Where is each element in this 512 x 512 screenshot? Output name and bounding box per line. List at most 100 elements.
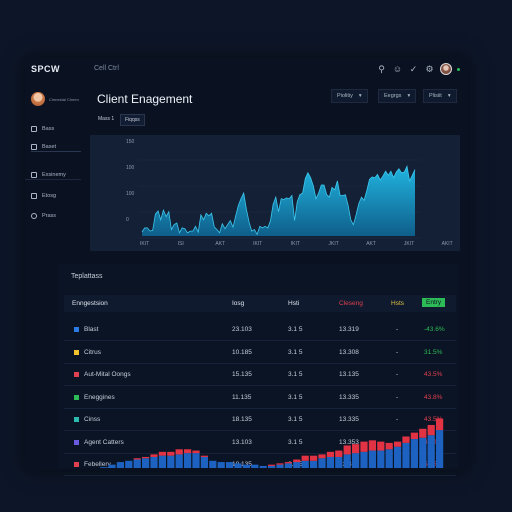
row-cell-c4: - bbox=[396, 371, 399, 378]
dropdown-3-label: Plisiit bbox=[429, 93, 442, 99]
table-row[interactable]: Aut-Mital Oongs 15.135 3.1 5 13.135 - 43.5% bbox=[64, 364, 456, 386]
row-cell-c1: 23.103 bbox=[232, 326, 252, 333]
col-header[interactable]: Enngestsion bbox=[72, 300, 108, 307]
x-tick-label: ISI bbox=[178, 241, 184, 247]
row-name: Cinss bbox=[84, 416, 101, 423]
row-cell-c4: - bbox=[396, 326, 399, 333]
row-cell-c5: 43.5% bbox=[424, 371, 443, 378]
dropdown-1[interactable]: Piolitiy ▾ bbox=[331, 89, 368, 103]
dropdown-2[interactable]: Eegrgs ▾ bbox=[378, 89, 417, 103]
user-avatar[interactable] bbox=[440, 63, 452, 75]
y-tick-label: 150 bbox=[126, 139, 135, 145]
row-cell-c3: 13.335 bbox=[339, 393, 359, 401]
col-header[interactable]: Iosg bbox=[232, 300, 245, 307]
x-tick-label: AKT bbox=[366, 241, 376, 247]
table-row[interactable]: Blast 23.103 3.1 5 13.319 - -43.6% bbox=[64, 319, 456, 341]
row-cell-c3: 13.313 bbox=[339, 461, 359, 468]
engagement-chart: 150 100 100 0 IKIT ISI AKT IKIT IKIT JKIT AKT JKIT A… bbox=[90, 135, 460, 251]
row-cell-c1: 18.135 bbox=[232, 461, 252, 468]
row-cell-c2: 3.1 5 bbox=[288, 393, 303, 401]
avatar bbox=[31, 92, 45, 106]
row-cell-c1: 13.103 bbox=[232, 438, 252, 446]
row-cell-c4: - bbox=[396, 393, 399, 401]
x-tick-label: IKIT bbox=[291, 241, 300, 247]
sidebar: Cirmestal Cheen Bass Baset Exsinemy Etos… bbox=[25, 84, 81, 234]
row-color-swatch bbox=[74, 372, 79, 377]
sidebar-item-chart[interactable]: Baset bbox=[31, 142, 81, 152]
row-name: Citrus bbox=[84, 348, 101, 356]
x-tick-label: AKT bbox=[215, 241, 225, 247]
top-bar: SPCW Cell Ctrl ⚲ ☺ ✓ ⚙ bbox=[25, 58, 468, 82]
row-cell-c3: 13.335 bbox=[339, 416, 359, 423]
app-logo: SPCW bbox=[31, 64, 60, 74]
row-cell-c5: 55.5% bbox=[424, 461, 443, 468]
series-line bbox=[141, 164, 416, 236]
user-icon[interactable]: ☺ bbox=[392, 63, 403, 74]
row-name: Agent Catters bbox=[84, 438, 124, 446]
row-cell-c2: 3.1 5 bbox=[288, 326, 303, 333]
sidebar-item-label: Etosg bbox=[42, 193, 57, 199]
row-color-swatch bbox=[74, 394, 79, 400]
app-window: SPCW Cell Ctrl ⚲ ☺ ✓ ⚙ Cirmestal Cheen B… bbox=[25, 58, 468, 476]
y-tick-label: 0 bbox=[126, 217, 129, 223]
y-tick-label: 100 bbox=[126, 165, 135, 171]
x-tick-label: AKIT bbox=[442, 241, 453, 247]
row-name: Blast bbox=[84, 326, 99, 333]
row-cell-c2: 3.1 5 bbox=[288, 348, 303, 356]
check-icon[interactable]: ✓ bbox=[409, 63, 418, 74]
table-row[interactable]: Eneggines 11.135 3.1 5 13.335 - 43.8% bbox=[64, 387, 456, 409]
sidebar-item-settings[interactable]: Etosg bbox=[31, 191, 81, 201]
row-name: Febellery bbox=[84, 461, 111, 468]
row-cell-c5: 43.8% bbox=[424, 393, 443, 401]
sidebar-divider bbox=[25, 179, 81, 180]
row-cell-c1: 11.135 bbox=[232, 393, 252, 401]
row-cell-c1: 18.135 bbox=[232, 416, 252, 423]
breadcrumb[interactable]: Cell Ctrl bbox=[94, 65, 119, 72]
row-cell-c3: 13.308 bbox=[339, 348, 359, 356]
row-cell-c3: 13.135 bbox=[339, 371, 359, 378]
profile[interactable]: Cirmestal Cheen bbox=[31, 92, 79, 106]
col-header[interactable]: Hsts bbox=[391, 300, 404, 307]
tab-mass[interactable]: Mass 1 bbox=[98, 116, 115, 122]
settings-icon bbox=[31, 193, 37, 199]
x-tick-label: IKIT bbox=[140, 241, 149, 247]
row-cell-c2: 3.1 5 bbox=[288, 438, 303, 446]
table-row[interactable]: Cinss 18.135 3.1 5 13.335 - 43.5% bbox=[64, 409, 456, 431]
chart-icon bbox=[31, 143, 37, 150]
table-title: Teplattass bbox=[71, 273, 103, 280]
table-row[interactable]: Agent Catters 13.103 3.1 5 13.353 - 45.2% bbox=[64, 432, 456, 454]
chevron-down-icon: ▾ bbox=[407, 93, 411, 99]
row-cell-c5: 43.5% bbox=[424, 416, 443, 423]
sidebar-item-users[interactable]: Exsinemy bbox=[31, 170, 81, 180]
row-cell-c5: 45.2% bbox=[424, 438, 443, 446]
row-name: Aut-Mital Oongs bbox=[84, 371, 131, 378]
row-cell-c3: 13.353 bbox=[339, 438, 359, 446]
x-tick-label: JKIT bbox=[329, 241, 339, 247]
dropdown-3[interactable]: Plisiit ▾ bbox=[423, 89, 457, 103]
table-header: Enngestsion Iosg Hsti Cleseng Hsts Entry bbox=[64, 295, 456, 312]
search-icon[interactable]: ⚲ bbox=[378, 63, 385, 74]
tab-fiqqss[interactable]: Fiqqss bbox=[120, 114, 145, 126]
row-cell-c4: - bbox=[396, 348, 399, 356]
sidebar-item-label: Bass bbox=[42, 126, 55, 132]
table-row[interactable]: Febellery 18.135 3.1 5 13.313 - 55.5% bbox=[64, 454, 456, 476]
sidebar-item-dashboard[interactable]: Bass bbox=[31, 124, 81, 134]
dropdown-2-label: Eegrgs bbox=[384, 93, 402, 99]
row-color-swatch bbox=[74, 327, 79, 332]
row-color-swatch bbox=[74, 417, 79, 422]
row-cell-c1: 10.185 bbox=[232, 348, 252, 356]
col-header[interactable]: Hsti bbox=[288, 300, 300, 307]
users-icon bbox=[31, 172, 37, 178]
settings-icon[interactable]: ⚙ bbox=[425, 63, 434, 74]
table-row[interactable]: Citrus 10.185 3.1 5 13.308 - 31.5% bbox=[64, 342, 456, 364]
row-cell-c2: 3.1 5 bbox=[288, 416, 303, 423]
x-tick-label: JKIT bbox=[404, 241, 414, 247]
row-cell-c4: - bbox=[396, 438, 399, 446]
row-cell-c5: 31.5% bbox=[424, 348, 443, 356]
row-cell-c5: -43.6% bbox=[424, 326, 445, 333]
sidebar-item-gear[interactable]: Prass bbox=[31, 211, 81, 221]
col-header-entry-badge[interactable]: Entry bbox=[422, 298, 446, 307]
col-header[interactable]: Cleseng bbox=[339, 300, 363, 307]
chevron-down-icon: ▾ bbox=[358, 93, 362, 99]
y-tick-label: 100 bbox=[126, 191, 135, 197]
